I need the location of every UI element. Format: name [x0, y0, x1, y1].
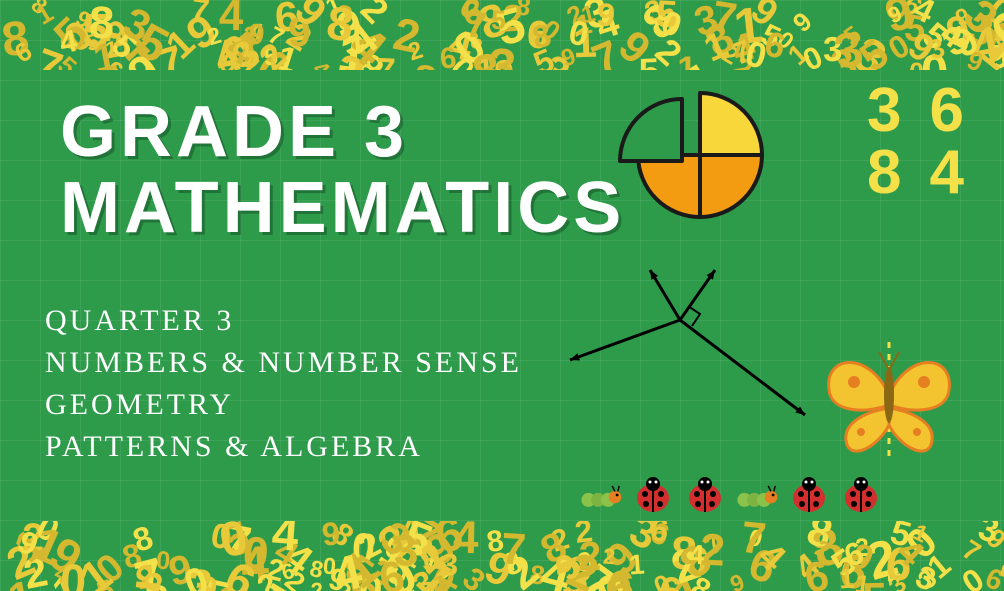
ladybug-icon [632, 474, 674, 516]
title-line-2: MATHEMATICS [60, 171, 625, 247]
bugs-pattern [580, 474, 882, 516]
subtitle-line: NUMBERS & NUMBER SENSE [45, 342, 522, 384]
caterpillar-icon [580, 474, 622, 516]
caterpillar-icon [736, 474, 778, 516]
main-title: GRADE 3 MATHEMATICS [60, 95, 625, 246]
fraction-1: 3 8 [867, 80, 901, 204]
numerator: 3 [867, 80, 901, 142]
fraction-2: 6 4 [930, 80, 964, 204]
ladybug-icon [788, 474, 830, 516]
ladybug-icon [840, 474, 882, 516]
poster-canvas: 3606641719689509843753727732237591129548… [0, 0, 1004, 591]
title-line-1: GRADE 3 [60, 95, 625, 171]
denominator: 4 [930, 142, 964, 204]
subtitle-line: QUARTER 3 [45, 300, 522, 342]
butterfly-symmetry-icon [814, 340, 964, 460]
denominator: 8 [867, 142, 901, 204]
number-border-top: 3606641719689509843753727732237591129548… [0, 0, 1004, 70]
subtitle-line: GEOMETRY [45, 384, 522, 426]
numerator: 6 [930, 80, 964, 142]
number-border-bottom: 0244727879283813800920619881366241237379… [0, 521, 1004, 591]
fractions-display: 3 8 6 4 [867, 80, 964, 204]
pie-chart-icon [615, 75, 775, 235]
subtitle-line: PATTERNS & ALGEBRA [45, 426, 522, 468]
subtitle-block: QUARTER 3 NUMBERS & NUMBER SENSE GEOMETR… [45, 300, 522, 468]
ladybug-icon [684, 474, 726, 516]
angle-diagram-icon [540, 260, 820, 430]
